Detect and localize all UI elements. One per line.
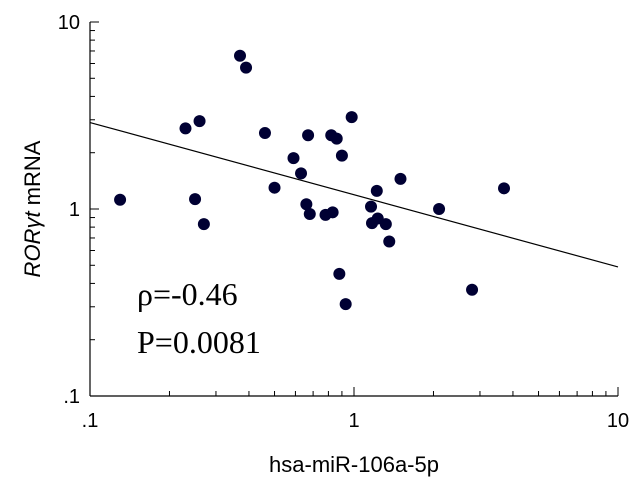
data-point [433,203,446,215]
data-point [498,182,511,195]
data-point [466,283,479,296]
data-point [365,200,378,213]
y-axis-title-gene: RORγt [20,211,45,278]
data-point [258,126,271,139]
data-point [295,167,308,180]
x-axis [89,387,619,397]
x-axis-ticks [89,387,619,396]
data-points [114,49,511,311]
x-tick-label: 10 [607,410,629,432]
data-point [189,193,202,206]
annotation-p-value: P=0.0081 [137,324,261,360]
x-tick-label: .1 [82,410,99,432]
data-point [383,235,396,248]
data-point [114,193,127,206]
data-point [333,267,346,280]
data-point [193,115,206,128]
data-point [394,172,407,185]
data-point [330,132,343,145]
y-axis-title: RORγt mRNA [20,140,45,277]
data-point [300,198,313,211]
y-axis-ticks [90,21,99,397]
y-tick-label: .1 [63,386,80,408]
data-point [335,149,348,162]
data-point [379,218,392,231]
data-point [345,111,358,124]
tick-labels: .1 1 10 10 1 .1 [58,12,629,432]
data-point [326,206,339,219]
annotation-rho: ρ=-0.46 [137,276,238,312]
y-tick-label: 1 [69,199,80,221]
data-point [268,181,281,194]
data-point [339,298,352,311]
x-tick-label: 1 [348,410,359,432]
x-axis-title: hsa-miR-106a-5p [269,452,439,477]
data-point [287,152,300,165]
data-point [302,129,315,142]
data-point [370,184,383,197]
data-point [303,208,316,221]
data-point [197,218,210,231]
data-point [240,61,253,74]
y-axis-title-suffix: mRNA [20,140,45,211]
y-tick-label: 10 [58,12,80,34]
data-point [234,49,247,62]
regression-line [89,121,619,268]
y-axis [89,21,99,397]
data-point [179,122,192,135]
